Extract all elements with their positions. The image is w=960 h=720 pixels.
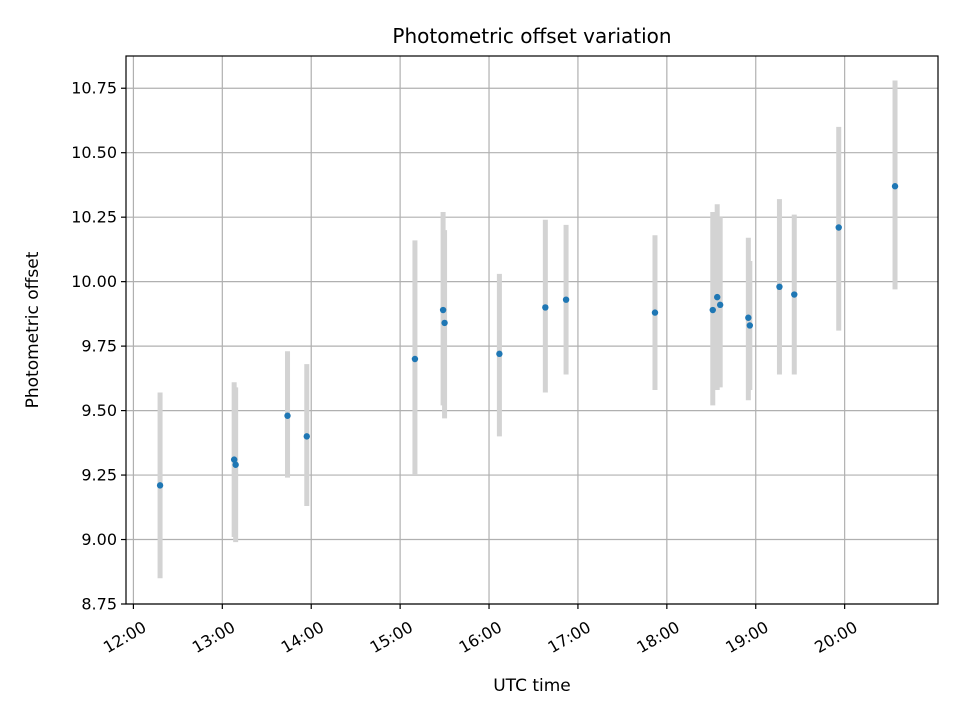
data-point <box>651 309 659 316</box>
grid-layer <box>126 56 938 605</box>
data-point <box>709 306 716 314</box>
x-axis-title: UTC time <box>493 676 571 696</box>
y-tick-label: 9.00 <box>81 530 117 549</box>
y-tick-label: 9.50 <box>81 401 117 420</box>
data-point <box>791 291 798 298</box>
data-point <box>542 304 549 311</box>
data-point <box>714 293 721 301</box>
y-tick-label: 10.00 <box>71 272 117 291</box>
data-point <box>891 183 899 190</box>
y-tick-label: 10.25 <box>71 208 117 227</box>
data-point <box>746 322 754 329</box>
data-point <box>716 301 724 309</box>
data-point <box>284 412 291 419</box>
data-point <box>496 350 503 358</box>
y-tick-label: 8.75 <box>81 595 117 614</box>
data-point <box>232 461 239 468</box>
chart-title: Photometric offset variation <box>392 24 671 48</box>
data-point <box>230 456 238 463</box>
y-tick-label: 10.50 <box>71 143 117 162</box>
data-point <box>156 482 164 489</box>
y-tick-label: 10.75 <box>71 79 117 98</box>
marker-layer <box>156 183 899 489</box>
y-axis-title: Photometric offset <box>23 251 43 408</box>
y-tick-label: 9.25 <box>81 466 117 485</box>
data-point <box>835 224 842 231</box>
y-tick-label: 9.75 <box>81 337 117 356</box>
data-point <box>411 355 419 363</box>
data-point <box>745 314 752 321</box>
data-point <box>562 296 570 303</box>
data-point <box>776 283 783 291</box>
plot-frame <box>125 55 939 605</box>
data-point <box>441 319 448 327</box>
data-point <box>439 306 447 314</box>
data-point <box>303 433 310 440</box>
